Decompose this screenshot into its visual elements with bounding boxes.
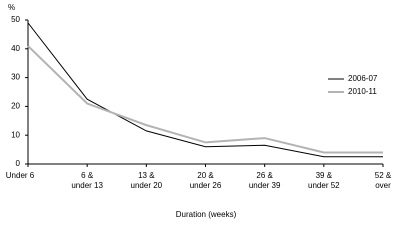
x-tick-label: 39 & under 52 <box>308 171 340 190</box>
x-tick-label: Under 6 <box>6 171 35 180</box>
y-tick-label: 30 <box>11 73 20 82</box>
line-series <box>27 22 383 158</box>
x-tick-label: 26 & under 39 <box>249 171 281 190</box>
x-tick-label: 6 & under 13 <box>71 171 103 190</box>
y-tick-label: 50 <box>11 15 20 24</box>
y-tick-label: 20 <box>11 102 20 111</box>
x-axis-label: Duration (weeks) <box>176 210 237 219</box>
y-tick-label: 10 <box>11 130 20 139</box>
y-tick-label: 40 <box>11 44 20 53</box>
y-axis-label: % <box>8 3 15 12</box>
x-tick-label: 13 & under 20 <box>131 171 163 190</box>
legend-label: 2010-11 <box>348 87 377 96</box>
x-tick-label: 52 & over <box>375 171 392 190</box>
line-series <box>27 45 383 154</box>
legend-label: 2006-07 <box>348 74 378 83</box>
chart: % Duration (weeks) 0 10 20 30 40 50 Under 6 6 &… <box>6 3 392 219</box>
x-tick-label: 20 & under 26 <box>190 171 222 190</box>
y-tick-label: 0 <box>16 159 21 168</box>
